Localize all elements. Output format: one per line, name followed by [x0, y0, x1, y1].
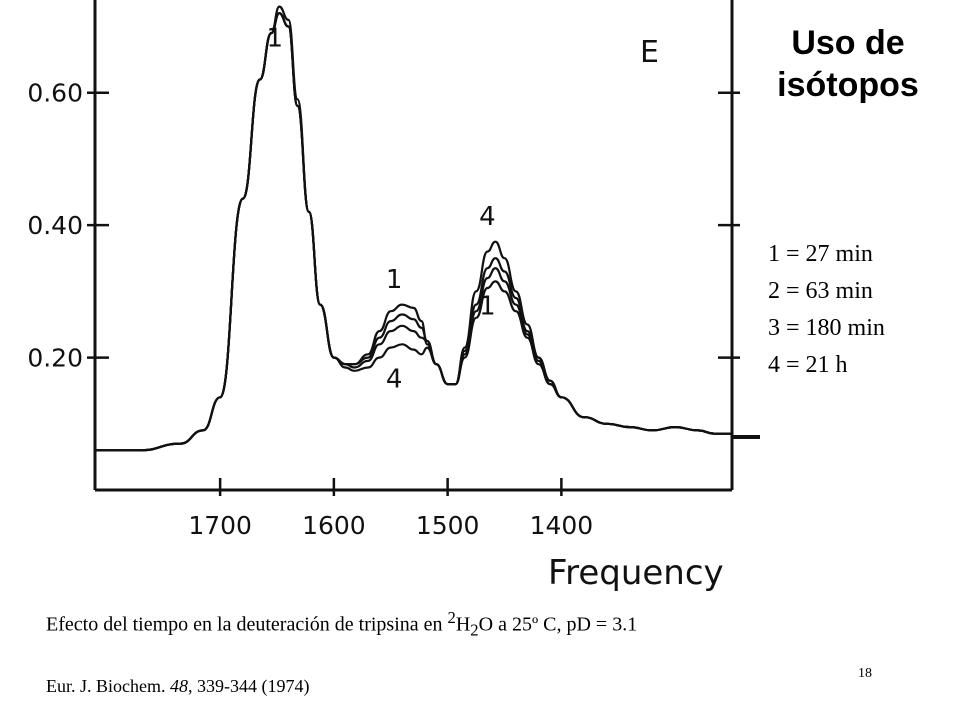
- legend-item-2: 2 = 63 min: [768, 278, 873, 304]
- panel-label: E: [640, 35, 659, 70]
- series-line-1: [94, 12, 732, 452]
- caption-conditions: O a 25º C, pD = 3.1: [478, 613, 638, 636]
- legend-item-4: 4 = 21 h: [768, 352, 848, 378]
- curve-annotations: 4 1 1 4 4 1: [266, 0, 495, 394]
- time-legend: 1 = 27 min 2 = 63 min 3 = 180 min 4 = 21…: [768, 236, 885, 384]
- x-tick-label: 1700: [188, 511, 252, 540]
- series-lines: [94, 5, 732, 452]
- legend-item-3: 3 = 180 min: [768, 315, 885, 341]
- curve-label: 1: [479, 292, 496, 322]
- citation-volume: 48,: [170, 676, 193, 696]
- x-tick-label: 1400: [530, 511, 594, 540]
- figure-caption: Efecto del tiempo en la deuteración de t…: [46, 608, 637, 641]
- series-line-2: [94, 12, 732, 452]
- x-tick-label: 1600: [302, 511, 366, 540]
- curve-label: 1: [386, 265, 403, 295]
- slide-title: Uso de isótopos: [777, 24, 919, 104]
- series-line-3: [94, 12, 732, 452]
- caption-subscript: 2: [470, 620, 479, 640]
- caption-text: Efecto del tiempo en la deuteración de t…: [46, 613, 448, 636]
- curve-label: 4: [271, 0, 288, 4]
- y-axis: 0.60 0.40 0.20: [27, 79, 740, 373]
- citation: Eur. J. Biochem. 48, 339-344 (1974): [46, 676, 309, 697]
- series-line-4: [94, 5, 732, 452]
- x-axis-title: Frequency: [548, 553, 724, 593]
- x-axis: 1700 1600 1500 1400: [188, 478, 593, 540]
- curve-label: 4: [479, 202, 496, 232]
- citation-pages: 339-344 (1974): [192, 676, 310, 696]
- plot-frame: [93, 0, 760, 492]
- x-tick-label: 1500: [416, 511, 480, 540]
- legend-item-1: 1 = 27 min: [768, 241, 873, 267]
- page-number: 18: [858, 666, 872, 681]
- citation-journal: Eur. J. Biochem.: [46, 676, 170, 696]
- curve-label: 4: [386, 364, 403, 394]
- y-tick-label: 0.60: [27, 79, 83, 108]
- curve-label: 1: [266, 23, 283, 53]
- y-tick-label: 0.40: [27, 211, 83, 240]
- caption-isotope-superscript: 2: [447, 608, 456, 627]
- y-tick-label: 0.20: [27, 344, 83, 373]
- caption-hydrogen: H: [455, 613, 471, 636]
